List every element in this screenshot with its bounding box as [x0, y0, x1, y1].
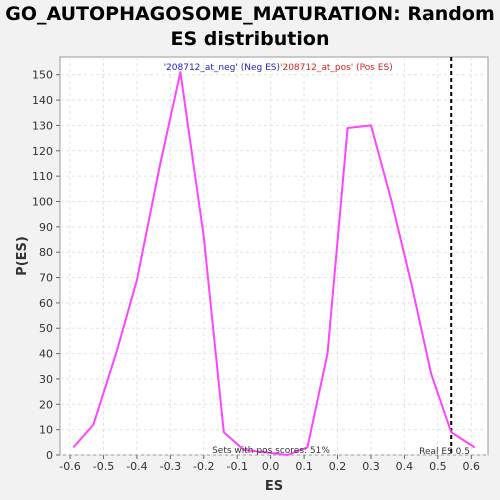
x-tick-label: -0.3 — [160, 460, 181, 473]
legend-neg-es: '208712_at_neg' (Neg ES) — [164, 63, 280, 73]
x-tick-label: -0.2 — [193, 460, 214, 473]
x-axis-label: ES — [265, 479, 283, 494]
x-tick-label: 0.1 — [295, 460, 313, 473]
x-tick-label: -0.5 — [93, 460, 114, 473]
real-es-label: Real ES 0.5 — [419, 447, 470, 457]
y-tick-label: 30 — [39, 373, 53, 386]
x-tick-label: -0.6 — [59, 460, 80, 473]
y-tick-label: 80 — [39, 246, 53, 259]
y-tick-label: 70 — [39, 272, 53, 285]
title-line-2: ES distribution — [170, 28, 330, 50]
chart-title: GO_AUTOPHAGOSOME_MATURATION: Random ES d… — [0, 2, 500, 52]
x-tick-label: 0.3 — [362, 460, 380, 473]
pos-scores-annotation: Sets with pos scores: 51% — [212, 446, 330, 456]
x-tick-label: 0.2 — [329, 460, 347, 473]
x-tick-label: -0.4 — [126, 460, 147, 473]
y-tick-label: 130 — [32, 119, 53, 132]
x-axis-ticks: -0.6 -0.5 -0.4 -0.3 -0.2 -0.1 0.0 0.1 0.2 0.3 0.4 0… — [59, 455, 480, 473]
y-tick-label: 150 — [32, 69, 53, 82]
x-tick-label: -0.1 — [226, 460, 247, 473]
x-tick-label: 0.6 — [463, 460, 481, 473]
y-tick-label: 0 — [46, 449, 53, 462]
y-tick-label: 60 — [39, 297, 53, 310]
y-tick-label: 90 — [39, 221, 53, 234]
y-tick-label: 110 — [32, 170, 53, 183]
y-tick-label: 50 — [39, 322, 53, 335]
y-tick-label: 140 — [32, 94, 53, 107]
y-axis-ticks: 0 10 20 30 40 50 60 70 80 90 100 110 120 130 140 150 — [32, 69, 60, 462]
y-tick-label: 40 — [39, 348, 53, 361]
y-tick-label: 120 — [32, 145, 53, 158]
x-tick-label: 0.5 — [429, 460, 447, 473]
es-distribution-line — [72, 71, 476, 456]
y-tick-label: 100 — [32, 195, 53, 208]
x-tick-label: 0.0 — [262, 460, 280, 473]
plot-area — [59, 56, 489, 456]
title-line-1: GO_AUTOPHAGOSOME_MATURATION: Random — [5, 3, 495, 25]
y-axis-label: P(ES) — [15, 236, 30, 276]
y-tick-label: 20 — [39, 398, 53, 411]
x-tick-label: 0.4 — [396, 460, 414, 473]
legend-pos-es: '208712_at_pos' (Pos ES) — [280, 63, 393, 73]
y-tick-label: 10 — [39, 424, 53, 437]
